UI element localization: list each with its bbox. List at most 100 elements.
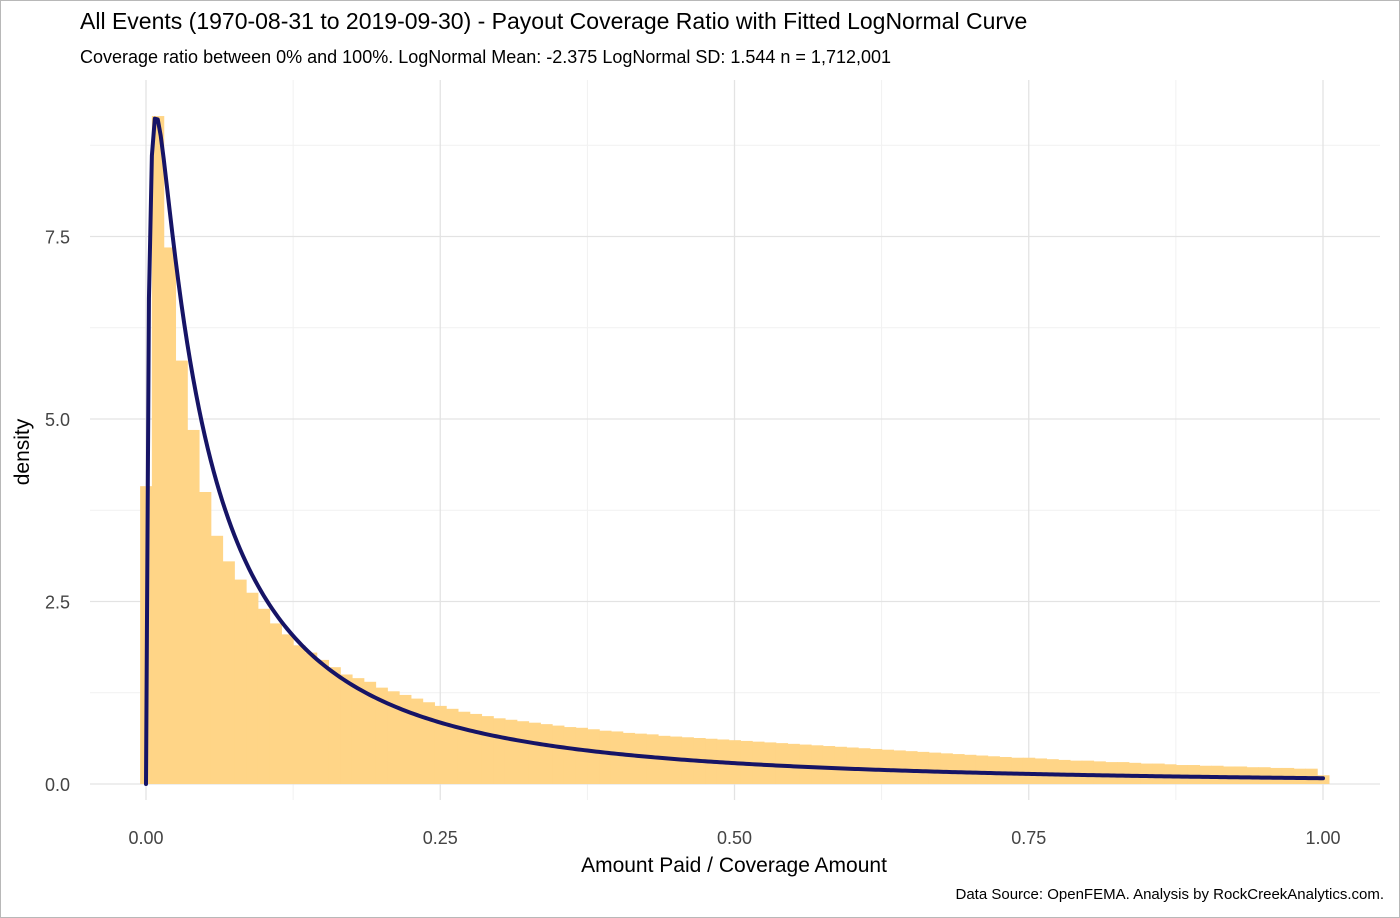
- histogram-bar: [304, 652, 318, 784]
- x-tick-label: 0.75: [1011, 828, 1046, 848]
- histogram-bar: [328, 667, 341, 784]
- y-tick-label: 2.5: [45, 593, 70, 613]
- histogram-bar: [340, 674, 353, 784]
- histogram-bar: [799, 744, 812, 784]
- histogram-bar: [811, 745, 824, 784]
- histogram-bar: [281, 634, 294, 784]
- histogram-bar: [999, 756, 1012, 784]
- histogram-bar: [469, 713, 483, 784]
- histogram-bar: [1117, 762, 1130, 784]
- histogram-bar: [316, 659, 330, 784]
- histogram-bar: [1211, 765, 1224, 784]
- lognormal-fit-curve: [144, 116, 1325, 786]
- histogram-bar: [1046, 759, 1059, 784]
- histogram-bar: [775, 743, 789, 784]
- histogram-bar: [1175, 765, 1189, 784]
- chart-subtitle: Coverage ratio between 0% and 100%. LogN…: [80, 47, 892, 67]
- histogram-bar: [363, 681, 377, 784]
- histogram-bar: [610, 731, 624, 784]
- histogram-bar: [858, 748, 871, 784]
- histogram-bar: [1199, 765, 1212, 784]
- histogram-bar: [893, 750, 906, 784]
- lognormal-curve-layer: [144, 116, 1325, 786]
- histogram-bar: [822, 746, 836, 784]
- histogram-bar: [163, 247, 177, 784]
- histogram-bar: [504, 719, 518, 784]
- histogram-bar: [834, 746, 847, 784]
- histogram-bar: [151, 116, 165, 785]
- histogram-bar: [1093, 761, 1106, 784]
- histogram-bar: [198, 492, 212, 784]
- x-axis-title: Amount Paid / Coverage Amount: [581, 854, 887, 877]
- histogram-bar: [1011, 757, 1024, 784]
- y-tick-label: 7.5: [45, 228, 70, 248]
- histogram-bar: [293, 645, 306, 784]
- chart-title: All Events (1970-08-31 to 2019-09-30) - …: [80, 8, 1028, 34]
- histogram-bar: [1058, 759, 1071, 784]
- histogram-bar: [222, 561, 235, 784]
- histogram-bar: [987, 756, 1000, 784]
- histogram-bar: [552, 725, 565, 784]
- histogram-bar: [187, 429, 200, 784]
- histogram-bar: [387, 691, 400, 784]
- histogram-bar: [1128, 762, 1142, 784]
- histogram-bar: [599, 730, 612, 784]
- histogram-bar: [975, 755, 989, 784]
- histogram-bar: [446, 708, 459, 784]
- histogram-bar: [1187, 765, 1201, 784]
- histogram-bars: [140, 116, 1330, 785]
- x-tick-label: 0.00: [128, 828, 163, 848]
- histogram-bar: [905, 751, 918, 784]
- histogram-bar: [269, 623, 282, 784]
- histogram-bar: [399, 694, 412, 784]
- histogram-bar: [787, 743, 800, 784]
- histogram-bar: [881, 749, 894, 784]
- histogram-bar: [375, 687, 388, 784]
- histogram-bar: [1069, 760, 1083, 784]
- histogram-bar: [587, 729, 600, 784]
- data-source-caption: Data Source: OpenFEMA. Analysis by RockC…: [955, 886, 1385, 903]
- histogram-bar: [940, 753, 953, 784]
- histogram-bar: [964, 754, 977, 784]
- histogram-bar: [175, 360, 188, 784]
- x-tick-label: 1.00: [1305, 828, 1340, 848]
- histogram-bar: [516, 721, 530, 784]
- x-tick-label: 0.25: [423, 828, 458, 848]
- histogram-bar: [916, 751, 930, 784]
- histogram-bar: [1022, 757, 1036, 784]
- histogram-bar: [1140, 763, 1153, 784]
- axis-ticks: 0.00 0.25 0.50 0.75 1.00 0.0 2.5 5.0 7.5: [45, 228, 1341, 849]
- histogram-bar: [210, 535, 224, 784]
- histogram-bar: [1105, 762, 1118, 784]
- y-axis-title: density: [11, 418, 34, 485]
- histogram-bar: [952, 754, 965, 784]
- histogram-bar: [422, 702, 435, 784]
- histogram-bar: [622, 732, 636, 784]
- histogram-bar: [563, 727, 577, 784]
- histogram-bar: [493, 718, 506, 784]
- histogram-bar: [1152, 763, 1165, 784]
- histogram-bar: [481, 716, 494, 784]
- histogram-bar: [634, 733, 647, 784]
- y-tick-label: 5.0: [45, 410, 70, 430]
- histogram-bar: [1164, 764, 1177, 784]
- histogram-bar: [1081, 760, 1095, 784]
- x-tick-label: 0.50: [717, 828, 752, 848]
- histogram-bar: [1234, 766, 1248, 784]
- histogram-bar: [1034, 758, 1047, 784]
- histogram-bar: [575, 727, 588, 784]
- histogram-bar: [434, 705, 447, 784]
- histogram-bar: [257, 608, 271, 784]
- histogram-bar: [928, 752, 942, 784]
- y-tick-label: 0.0: [45, 775, 70, 795]
- histogram-bar: [528, 722, 541, 784]
- histogram-bar: [351, 678, 365, 784]
- histogram-bar: [846, 747, 859, 784]
- histogram-bar: [869, 748, 883, 784]
- histogram-bar: [540, 724, 553, 784]
- histogram-bar: [410, 698, 424, 784]
- histogram-bar: [457, 711, 471, 784]
- histogram-bar: [234, 579, 247, 784]
- histogram-bar: [246, 592, 259, 784]
